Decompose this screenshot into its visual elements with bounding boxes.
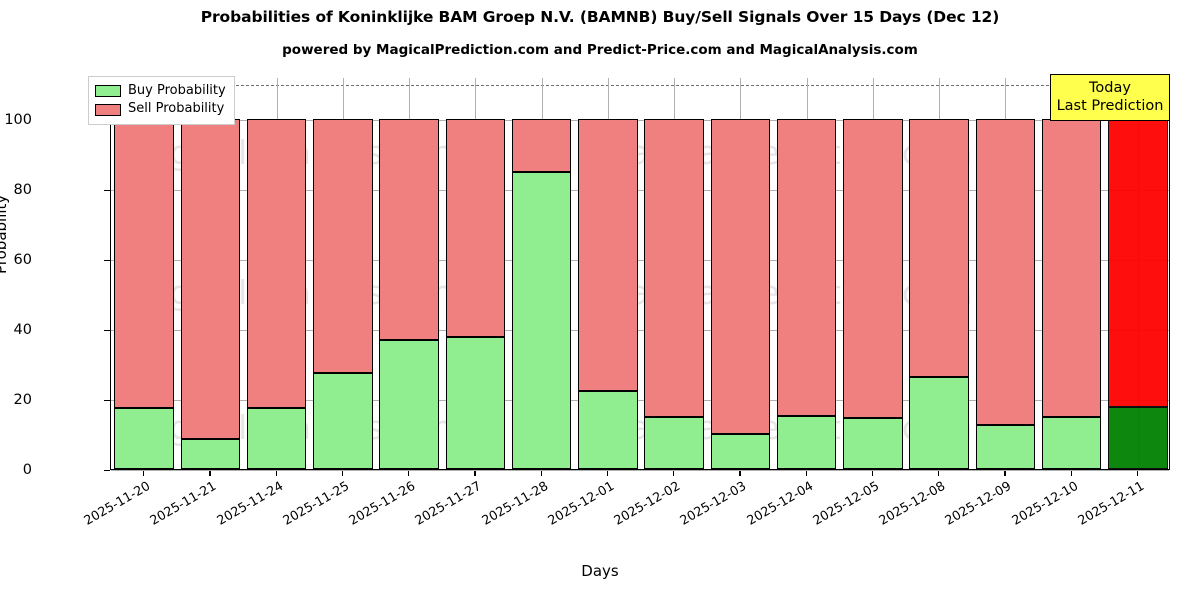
reference-line-dashed <box>111 85 1169 86</box>
bar-group[interactable] <box>710 77 771 469</box>
bar-group[interactable] <box>644 77 704 469</box>
x-tick-mark <box>408 470 410 476</box>
y-tick-mark <box>104 330 110 332</box>
bar-segment-sell[interactable] <box>1041 119 1102 418</box>
x-tick-mark <box>540 470 542 476</box>
bar-segment-sell[interactable] <box>379 119 439 340</box>
x-tick-mark <box>606 470 609 476</box>
bar-segment-buy[interactable] <box>313 373 373 469</box>
x-tick-mark <box>275 470 277 476</box>
gridline-y <box>111 190 1169 191</box>
gridline-y <box>111 470 1169 471</box>
bar-group[interactable] <box>511 77 572 469</box>
bar-segment-buy[interactable] <box>1041 417 1102 469</box>
x-tick-mark <box>341 470 344 476</box>
bar-segment-sell[interactable] <box>313 119 373 374</box>
x-tick-mark <box>1136 470 1139 476</box>
bar-segment-buy[interactable] <box>379 339 439 469</box>
bar-group[interactable] <box>114 77 174 469</box>
bar-segment-buy[interactable] <box>644 416 704 469</box>
x-tick-mark <box>143 470 145 476</box>
bar-segment-sell[interactable] <box>114 119 174 408</box>
today-badge-line1: Today <box>1089 80 1131 96</box>
bar-segment-sell[interactable] <box>180 119 241 439</box>
x-tick-mark <box>739 470 741 476</box>
bar-group[interactable] <box>843 77 903 469</box>
bar-group[interactable] <box>246 77 307 469</box>
gridline-y <box>111 260 1169 261</box>
bar-group[interactable] <box>776 77 837 469</box>
x-tick-mark <box>673 470 675 476</box>
bar-segment-sell[interactable] <box>843 119 903 418</box>
x-tick-mark <box>1004 470 1006 476</box>
x-tick-mark <box>209 470 211 476</box>
legend-item-buy: Buy Probability <box>95 82 226 100</box>
y-tick-label: 60 <box>13 252 32 268</box>
bar-group[interactable] <box>180 77 241 469</box>
bar-segment-buy[interactable] <box>511 171 572 469</box>
bar-segment-buy[interactable] <box>776 415 837 469</box>
today-last-prediction-badge: Today Last Prediction <box>1050 74 1170 122</box>
y-tick-label: 40 <box>13 322 32 338</box>
y-tick-label: 100 <box>4 112 32 128</box>
today-badge-line2: Last Prediction <box>1056 98 1164 115</box>
y-tick-label: 80 <box>13 182 32 198</box>
x-tick-mark <box>474 470 476 476</box>
x-tick-mark <box>1070 470 1072 476</box>
x-axis-label: Days <box>581 562 619 580</box>
legend-item-sell: Sell Probability <box>95 100 226 118</box>
y-tick-label: 20 <box>13 392 32 408</box>
bar-segment-sell[interactable] <box>1108 119 1168 408</box>
bar-segment-sell[interactable] <box>445 119 506 338</box>
bar-group[interactable] <box>909 77 969 469</box>
legend-label-sell: Sell Probability <box>128 101 225 117</box>
y-tick-mark <box>104 470 110 472</box>
x-tick-mark <box>805 470 807 476</box>
bar-group[interactable] <box>578 77 638 469</box>
bar-segment-sell[interactable] <box>644 119 704 417</box>
y-tick-label: 0 <box>22 462 32 478</box>
y-tick-mark <box>104 400 110 402</box>
chart-subtitle: powered by MagicalPrediction.com and Pre… <box>282 42 918 58</box>
bar-segment-sell[interactable] <box>511 119 572 172</box>
bar-segment-buy[interactable] <box>180 438 241 469</box>
x-tick-mark <box>938 470 940 476</box>
legend-label-buy: Buy Probability <box>128 83 226 98</box>
bar-segment-sell[interactable] <box>975 119 1036 425</box>
gridline-y <box>111 330 1169 331</box>
plot-area: MagicalAnalysis.comMagicalPrediction.com… <box>110 78 1170 471</box>
page-title: Probabilities of Koninklijke BAM Groep N… <box>200 8 1000 26</box>
bar-segment-buy[interactable] <box>975 424 1036 469</box>
bar-segment-sell[interactable] <box>776 119 837 416</box>
bar-segment-buy[interactable] <box>710 434 771 469</box>
y-tick-mark <box>104 190 110 192</box>
bar-segment-sell[interactable] <box>578 119 638 391</box>
bar-series <box>111 78 1169 469</box>
bar-segment-buy[interactable] <box>114 407 174 469</box>
bar-segment-sell[interactable] <box>909 119 969 377</box>
bar-segment-buy[interactable] <box>843 417 903 469</box>
bar-segment-sell[interactable] <box>710 119 771 434</box>
gridline-y <box>111 400 1169 401</box>
y-tick-mark <box>104 260 110 262</box>
bar-group[interactable] <box>1041 77 1102 469</box>
legend-swatch-buy <box>95 85 121 98</box>
bar-group[interactable] <box>379 77 439 469</box>
bar-group[interactable] <box>975 77 1036 469</box>
bar-segment-buy[interactable] <box>1108 407 1168 469</box>
x-tick-mark <box>871 470 874 476</box>
bar-segment-buy[interactable] <box>578 390 638 469</box>
bar-group[interactable] <box>313 77 373 469</box>
bar-group[interactable] <box>1108 77 1168 469</box>
bar-segment-sell[interactable] <box>246 119 307 408</box>
bar-segment-buy[interactable] <box>909 376 969 469</box>
legend-swatch-sell <box>95 103 121 116</box>
chart-legend: Buy Probability Sell Probability <box>88 76 235 125</box>
bar-segment-buy[interactable] <box>445 337 506 469</box>
bar-group[interactable] <box>445 77 506 469</box>
gridline-y <box>111 120 1169 121</box>
bar-segment-buy[interactable] <box>246 407 307 469</box>
